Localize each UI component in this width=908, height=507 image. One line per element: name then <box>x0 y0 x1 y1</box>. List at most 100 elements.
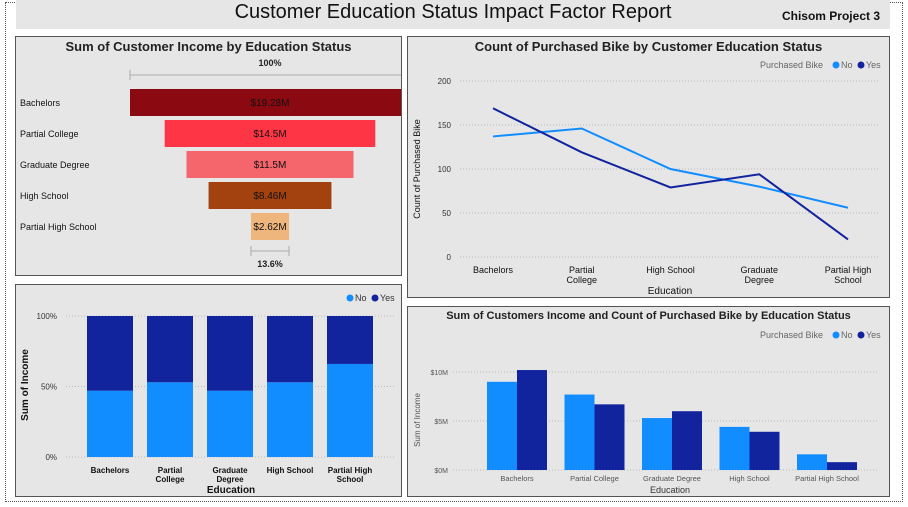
line-legend-label-no: No <box>841 60 853 70</box>
line-xtick-partial-high-school: Partial High <box>825 265 872 275</box>
clustered-chart-title: Sum of Customers Income and Count of Pur… <box>446 310 851 322</box>
stack-legend-label-no: No <box>355 293 367 303</box>
clustered-ytick-0: $0M <box>434 468 448 475</box>
line-chart-panel[interactable]: Count of Purchased Bike by Customer Educ… <box>407 36 890 298</box>
clustered-xtick-partial-high-school: Partial High School <box>795 474 859 483</box>
line-series-no <box>492 127 849 209</box>
line-chart-title: Count of Purchased Bike by Customer Educ… <box>474 39 823 54</box>
clustered-bar-bachelors-no <box>487 381 517 470</box>
stack-legend-marker-no <box>346 294 354 302</box>
funnel-bottom-label: 13.6% <box>257 259 283 269</box>
stacked-chart-panel[interactable]: No Yes 0% 50% 100% Bachelors Partial College Gra… <box>15 284 402 497</box>
stack-bar-bachelors-no <box>87 390 133 457</box>
line-ytick-0: 0 <box>447 253 452 262</box>
funnel-value-graduate-degree: $11.5M <box>254 160 287 171</box>
stack-ytick-0: 0% <box>45 453 57 462</box>
stack-xtick-partial-high-school-2: School <box>337 475 364 484</box>
clustered-column-chart[interactable]: Purchased Bike No Yes $0M $5M $10M Bachelors Pa… <box>408 307 889 496</box>
stack-bar-graduate-degree-no <box>207 390 253 457</box>
stack-x-axis-title: Education <box>207 485 255 496</box>
clustered-legend-title: Purchased Bike <box>760 330 823 340</box>
line-legend-marker-no <box>832 61 840 69</box>
funnel-bar-partial-high-school <box>250 213 290 240</box>
clustered-bar-high-school-no <box>719 426 750 470</box>
stack-bar-high-school-yes <box>267 316 313 383</box>
stack-xtick-graduate-degree-2: Degree <box>216 475 244 484</box>
funnel-top-label: 100% <box>258 58 281 68</box>
stack-bar-bachelors-yes <box>87 316 133 391</box>
line-y-axis-title: Count of Purchased Bike <box>412 119 422 219</box>
line-xtick-high-school: High School <box>646 265 695 275</box>
stack-bar-high-school-no <box>267 382 313 457</box>
stack-xtick-high-school: High School <box>267 466 314 475</box>
clustered-ytick-5: $5M <box>434 419 448 426</box>
clustered-xtick-bachelors: Bachelors <box>500 474 534 483</box>
stack-bar-partial-high-school-no <box>327 363 373 457</box>
funnel-category-partial-high-school: Partial High School <box>20 222 97 232</box>
clustered-bar-partial-high-school-no <box>797 454 827 470</box>
funnel-panel[interactable]: Sum of Customer Income by Education Stat… <box>15 36 402 276</box>
stack-bar-partial-high-school-yes <box>327 316 373 364</box>
stack-bar-partial-college-no <box>147 382 193 457</box>
funnel-bar-graduate-degree <box>186 151 354 178</box>
clustered-bar-high-school-yes <box>749 431 780 470</box>
clustered-bar-graduate-degree-no <box>642 418 672 470</box>
clustered-ytick-10: $10M <box>430 370 448 377</box>
line-xtick-partial-high-school-2: School <box>834 275 862 285</box>
clustered-bar-graduate-degree-yes <box>672 411 702 470</box>
project-label: Chisom Project 3 <box>781 9 880 23</box>
clustered-legend-label-no: No <box>841 330 853 340</box>
funnel-category-partial-college: Partial College <box>20 129 79 139</box>
line-x-axis-title: Education <box>648 286 692 297</box>
line-chart[interactable]: Purchased Bike No Yes 0 50 100 150 200 Bachelors… <box>408 37 889 297</box>
funnel-value-bachelors: $19.28M <box>251 98 290 109</box>
line-xtick-partial-college: Partial <box>569 265 595 275</box>
stack-xtick-bachelors: Bachelors <box>91 466 130 475</box>
clustered-legend-marker-no <box>832 331 840 339</box>
line-xtick-bachelors: Bachelors <box>473 265 514 275</box>
line-legend-marker-yes <box>857 61 865 69</box>
stack-ytick-100: 100% <box>37 312 57 321</box>
line-ytick-100: 100 <box>438 165 452 174</box>
funnel-value-high-school: $8.46M <box>253 191 286 202</box>
clustered-bar-partial-college-no <box>564 394 595 470</box>
funnel-title: Sum of Customer Income by Education Stat… <box>65 39 352 54</box>
stack-bar-partial-college-yes <box>147 316 193 383</box>
stack-y-axis-title: Sum of Income <box>20 349 31 421</box>
clustered-bar-bachelors-yes <box>517 370 547 470</box>
funnel-chart[interactable]: 100% $19.28M Bachelors $14.5M Partial Colleg… <box>16 37 401 275</box>
clustered-xtick-graduate-degree: Graduate Degree <box>643 474 701 483</box>
line-xtick-graduate-degree-2: Degree <box>744 275 774 285</box>
stack-legend-marker-yes <box>371 294 379 302</box>
clustered-bar-partial-high-school-yes <box>827 462 857 470</box>
line-ytick-150: 150 <box>438 121 452 130</box>
funnel-bar-partial-college <box>164 120 376 147</box>
stack-bar-graduate-degree-yes <box>207 316 253 391</box>
clustered-xtick-high-school: High School <box>729 474 770 483</box>
stack-xtick-partial-college-2: College <box>156 475 185 484</box>
clustered-chart-panel[interactable]: Sum of Customers Income and Count of Pur… <box>407 306 890 497</box>
funnel-category-high-school: High School <box>20 191 69 201</box>
clustered-legend-marker-yes <box>857 331 865 339</box>
page-title: Customer Education Status Impact Factor … <box>234 1 672 23</box>
clustered-legend-label-yes: Yes <box>866 330 881 340</box>
stack-xtick-partial-college: Partial <box>158 466 182 475</box>
line-legend-label-yes: Yes <box>866 60 881 70</box>
clustered-y-axis-title: Sum of Income <box>413 393 422 447</box>
funnel-bar-bachelors <box>130 89 401 116</box>
title-bar: Customer Education Status Impact Factor … <box>16 0 890 29</box>
line-xtick-graduate-degree: Graduate <box>740 265 778 275</box>
funnel-category-bachelors: Bachelors <box>20 98 61 108</box>
stack-legend-label-yes: Yes <box>380 293 395 303</box>
line-xtick-partial-college-2: College <box>566 275 597 285</box>
stack-ytick-50: 50% <box>41 383 57 392</box>
funnel-category-graduate-degree: Graduate Degree <box>20 160 90 170</box>
line-series-yes <box>492 107 849 241</box>
clustered-x-axis-title: Education <box>650 485 690 495</box>
stack-xtick-partial-high-school: Partial High <box>328 466 373 475</box>
line-ytick-50: 50 <box>442 209 451 218</box>
line-ytick-200: 200 <box>438 77 452 86</box>
funnel-bar-high-school <box>208 182 332 209</box>
line-legend-title: Purchased Bike <box>760 60 823 70</box>
